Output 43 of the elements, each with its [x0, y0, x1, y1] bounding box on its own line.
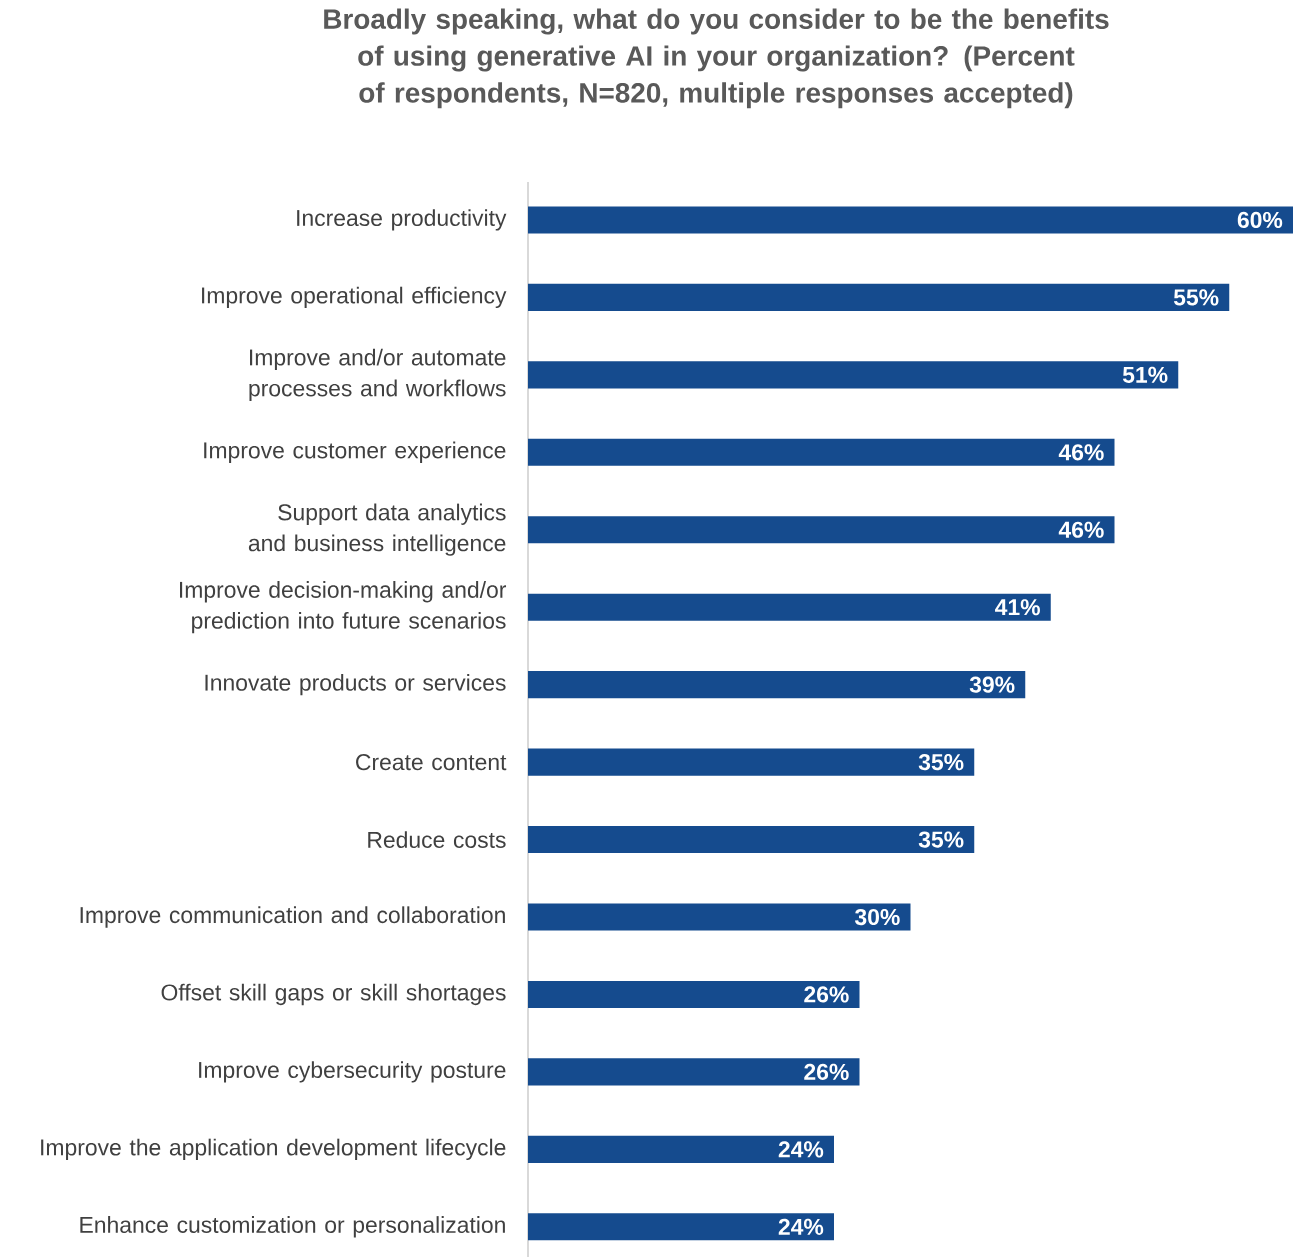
- bar: [528, 361, 1179, 389]
- data-label: 51%: [1122, 366, 1168, 383]
- data-label: 60%: [1237, 211, 1283, 229]
- data-label: 35%: [918, 753, 964, 771]
- data-label: 35%: [918, 831, 964, 848]
- y-tick-label: Improve cybersecurity posture: [199, 1061, 506, 1083]
- bar: [528, 438, 1115, 466]
- y-tick-label: Improve the application development lifecycle: [41, 1138, 506, 1161]
- y-tick-label: Create content: [356, 753, 507, 771]
- data-label: 26%: [804, 986, 849, 1003]
- y-tick-label: Support data analytics and business intelligence: [248, 503, 506, 556]
- y-tick-label: Improve and/or automate processes and workflows: [249, 348, 506, 401]
- bar: [528, 1058, 860, 1086]
- data-label: 30%: [854, 908, 900, 926]
- data-label: 26%: [804, 1063, 849, 1081]
- bar: [528, 516, 1115, 544]
- bar: [528, 903, 911, 931]
- y-tick-label: Improve customer experience: [204, 441, 506, 463]
- data-label: 24%: [778, 1218, 824, 1235]
- y-tick-label: Improve decision-making and/or prediction into future scenarios: [180, 581, 507, 634]
- y-tick-label: Offset skill gaps or skill shortages: [161, 983, 506, 1006]
- bar: [528, 283, 1230, 311]
- y-tick-label: Reduce costs: [368, 831, 506, 848]
- bar: [528, 671, 1026, 699]
- data-label: 41%: [995, 599, 1040, 616]
- bar: [528, 1135, 834, 1163]
- y-tick-label: Improve communication and collaboration: [80, 906, 505, 928]
- bar: [528, 980, 860, 1009]
- y-tick-label: Improve operational efficiency: [202, 286, 507, 309]
- y-tick-label: Innovate products or services: [205, 673, 506, 696]
- data-label: 46%: [1058, 444, 1104, 461]
- bar: [528, 593, 1051, 621]
- bar: [528, 826, 975, 854]
- data-label: 24%: [778, 1141, 824, 1158]
- bar: [528, 748, 975, 776]
- chart-title: Broadly speaking, what do you consider to be the benefits of using generative AI in your organization? (Percent of respondents, N=820, multiple responses accepted): [324, 8, 1109, 109]
- data-label: 46%: [1058, 521, 1104, 538]
- bar: [528, 206, 1293, 234]
- bar: [528, 1213, 834, 1241]
- data-label: 39%: [969, 676, 1015, 693]
- y-tick-label: Increase productivity: [297, 209, 507, 231]
- y-tick-label: Enhance customization or personalization: [80, 1216, 505, 1238]
- data-label: 55%: [1173, 289, 1219, 306]
